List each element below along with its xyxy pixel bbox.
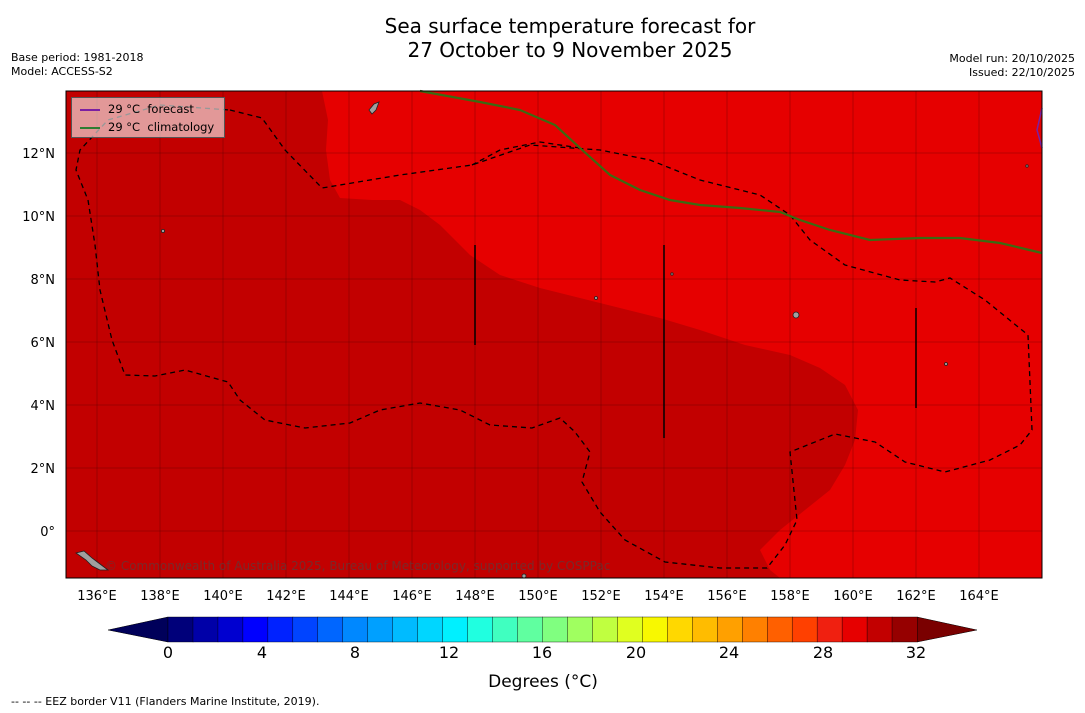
colorbar-cell (417, 616, 444, 643)
colorbar-cell (217, 616, 244, 643)
colorbar-cell (517, 616, 543, 643)
colorbar-cell (167, 616, 194, 643)
page-title: Sea surface temperature forecast for 27 … (0, 14, 1085, 62)
lon-label: 150°E (518, 589, 558, 604)
colorbar-cell (267, 616, 294, 643)
islands (75, 101, 1029, 579)
colorbar-cells (167, 616, 918, 643)
lon-label: 136°E (77, 589, 117, 604)
colorbar-cell (467, 616, 493, 643)
colorbar: 0 4 8 12 16 20 24 28 32 Degrees (°C) (107, 616, 978, 692)
map-legend: 29 °C forecast 29 °C climatology (71, 97, 225, 138)
lon-label: 152°E (581, 589, 621, 604)
title-line-1: Sea surface temperature forecast for (384, 14, 756, 38)
title-line-2: 27 October to 9 November 2025 (407, 38, 733, 62)
model-run: Model run: 20/10/2025 (949, 52, 1075, 65)
lat-label: 4°N (31, 399, 56, 414)
colorbar-cell (791, 616, 818, 643)
colorbar-cell (866, 616, 893, 643)
lon-label: 138°E (140, 589, 180, 604)
model-name: Model: ACCESS-S2 (11, 65, 113, 78)
lat-label: 8°N (31, 273, 56, 288)
colorbar-tick: 0 (163, 643, 173, 662)
lon-label: 158°E (770, 589, 810, 604)
colorbar-tick: 8 (350, 643, 360, 662)
legend-forecast: 29 °C forecast (80, 101, 194, 117)
data-artifacts (474, 245, 917, 438)
footer-note: -- -- -- EEZ border V11 (Flanders Marine… (11, 695, 320, 708)
colorbar-cell (891, 616, 918, 643)
map-frame (65, 90, 1043, 579)
legend-climatology: 29 °C climatology (80, 119, 214, 135)
lon-label: 148°E (455, 589, 495, 604)
lon-label: 142°E (266, 589, 306, 604)
lon-label: 162°E (896, 589, 936, 604)
colorbar-tick: 20 (626, 643, 646, 662)
colorbar-tick: 4 (257, 643, 267, 662)
legend-forecast-label: 29 °C forecast (108, 102, 194, 116)
colorbar-cell (442, 616, 469, 643)
colorbar-cell (317, 616, 344, 643)
sst-30-31-region (66, 91, 858, 578)
colorbar-tick: 24 (719, 643, 739, 662)
lat-label: 2°N (31, 462, 56, 477)
colorbar-low-extend (107, 616, 169, 643)
colorbar-cell (492, 616, 518, 643)
colorbar-cell (342, 616, 369, 643)
lat-label: 10°N (22, 210, 55, 225)
colorbar-cell (692, 616, 718, 643)
eez-borders (75, 104, 1033, 569)
legend-climatology-label: 29 °C climatology (108, 120, 215, 134)
latitude-labels: 12°N 10°N 8°N 6°N 4°N 2°N 0° (22, 147, 55, 540)
colorbar-cell (767, 616, 793, 643)
colorbar-tick: 28 (813, 643, 833, 662)
colorbar-cell (816, 616, 843, 643)
lon-label: 146°E (392, 589, 432, 604)
colorbar-cell (542, 616, 568, 643)
colorbar-tick-labels: 0 4 8 12 16 20 24 28 32 (163, 643, 926, 662)
issued-date: Issued: 22/10/2025 (968, 66, 1075, 79)
lon-label: 140°E (203, 589, 243, 604)
forecast-29c-line (1036, 107, 1043, 149)
colorbar-cell (292, 616, 319, 643)
colorbar-cell (642, 616, 668, 643)
colorbar-tick: 12 (439, 643, 459, 662)
lon-label: 160°E (833, 589, 873, 604)
climatology-29c-line (419, 89, 1043, 255)
colorbar-cell (667, 616, 693, 643)
copyright-credit: © Commonwealth of Australia 2025, Bureau… (105, 559, 610, 573)
colorbar-cell (617, 616, 643, 643)
lat-label: 6°N (31, 336, 56, 351)
lon-label: 164°E (959, 589, 999, 604)
longitude-labels: 136°E 138°E 140°E 142°E 144°E 146°E 148°… (77, 589, 999, 604)
colorbar-cell (192, 616, 219, 643)
lon-label: 156°E (707, 589, 747, 604)
colorbar-cell (592, 616, 618, 643)
colorbar-title: Degrees (°C) (488, 672, 598, 692)
colorbar-cell (742, 616, 768, 643)
map-area[interactable]: © Commonwealth of Australia 2025, Bureau… (65, 89, 1043, 579)
colorbar-cell (567, 616, 593, 643)
lat-label: 12°N (22, 147, 55, 162)
run-info: Model run: 20/10/2025 Issued: 22/10/2025 (949, 52, 1075, 80)
climatology-line-icon (80, 126, 100, 129)
colorbar-cell (367, 616, 394, 643)
colorbar-high-extend (916, 616, 978, 643)
lon-label: 154°E (644, 589, 684, 604)
colorbar-tick: 16 (532, 643, 552, 662)
colorbar-cell (717, 616, 743, 643)
base-period: Base period: 1981-2018 (11, 51, 144, 64)
model-info: Base period: 1981-2018 Model: ACCESS-S2 (11, 51, 143, 79)
colorbar-cell (841, 616, 868, 643)
colorbar-tick: 32 (906, 643, 926, 662)
lat-label: 0° (40, 525, 55, 540)
forecast-line-icon (80, 108, 100, 111)
lon-label: 144°E (329, 589, 369, 604)
colorbar-cell (392, 616, 419, 643)
colorbar-cell (242, 616, 269, 643)
